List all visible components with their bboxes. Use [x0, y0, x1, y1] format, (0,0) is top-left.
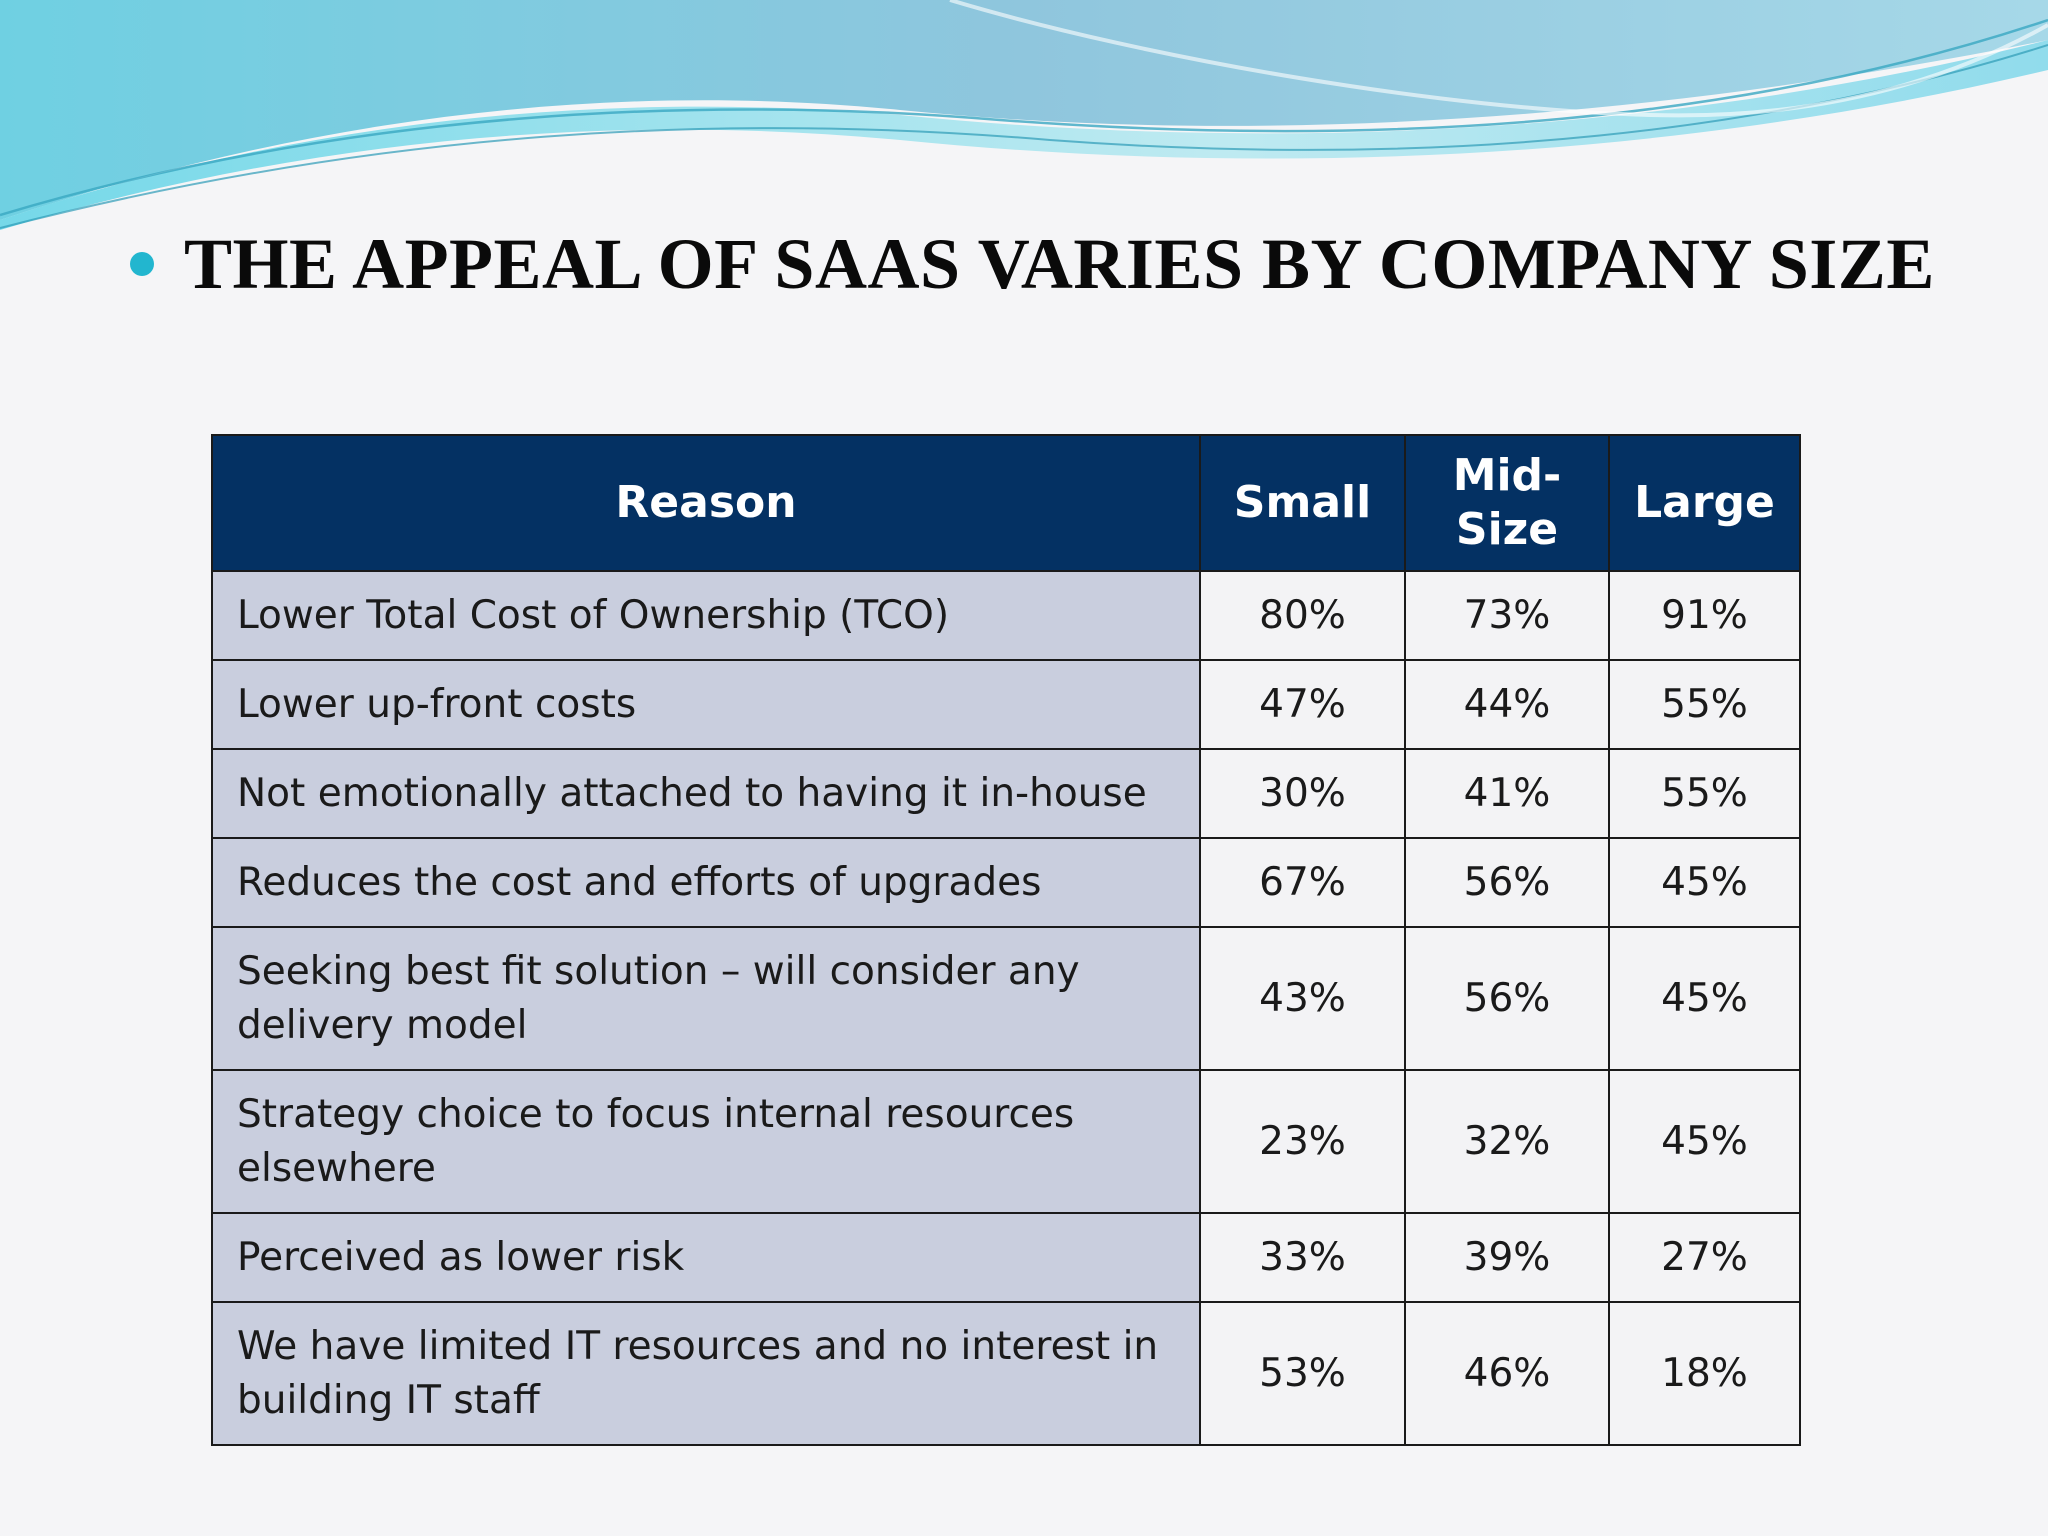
reason-cell: Reduces the cost and efforts of upgrades	[211, 837, 1201, 928]
small-value-cell: 43%	[1199, 926, 1406, 1071]
small-value-cell: 47%	[1199, 659, 1406, 750]
large-value-cell: 91%	[1608, 570, 1801, 661]
small-value-cell: 30%	[1199, 748, 1406, 839]
table-row: Perceived as lower risk 33% 39% 27%	[211, 1212, 1801, 1303]
large-value-cell: 55%	[1608, 748, 1801, 839]
small-value-cell: 80%	[1199, 570, 1406, 661]
table-row: Seeking best fit solution – will conside…	[211, 926, 1801, 1071]
table-row: Lower up-front costs 47% 44% 55%	[211, 659, 1801, 750]
saas-appeal-table: Reason Small Mid-Size Large Lower Total …	[211, 434, 1801, 1446]
slide-title: THE APPEAL OF SAAS VARIES BY COMPANY SIZ…	[184, 224, 1935, 304]
header-reason: Reason	[211, 434, 1201, 572]
mid-size-value-cell: 46%	[1404, 1301, 1610, 1446]
small-value-cell: 33%	[1199, 1212, 1406, 1303]
mid-size-value-cell: 32%	[1404, 1069, 1610, 1214]
table-row: We have limited IT resources and no inte…	[211, 1301, 1801, 1446]
table-row: Not emotionally attached to having it in…	[211, 748, 1801, 839]
mid-size-value-cell: 56%	[1404, 837, 1610, 928]
large-value-cell: 27%	[1608, 1212, 1801, 1303]
table-header-row: Reason Small Mid-Size Large	[211, 434, 1801, 572]
reason-cell: Perceived as lower risk	[211, 1212, 1201, 1303]
reason-cell: Not emotionally attached to having it in…	[211, 748, 1201, 839]
mid-size-value-cell: 44%	[1404, 659, 1610, 750]
mid-size-value-cell: 39%	[1404, 1212, 1610, 1303]
reason-cell: We have limited IT resources and no inte…	[211, 1301, 1201, 1446]
small-value-cell: 67%	[1199, 837, 1406, 928]
reason-cell: Strategy choice to focus internal resour…	[211, 1069, 1201, 1214]
small-value-cell: 53%	[1199, 1301, 1406, 1446]
large-value-cell: 45%	[1608, 1069, 1801, 1214]
header-wave-decoration	[0, 0, 2048, 230]
large-value-cell: 45%	[1608, 837, 1801, 928]
table-row: Strategy choice to focus internal resour…	[211, 1069, 1801, 1214]
large-value-cell: 55%	[1608, 659, 1801, 750]
table-row: Reduces the cost and efforts of upgrades…	[211, 837, 1801, 928]
small-value-cell: 23%	[1199, 1069, 1406, 1214]
reason-cell: Lower Total Cost of Ownership (TCO)	[211, 570, 1201, 661]
reason-cell: Lower up-front costs	[211, 659, 1201, 750]
mid-size-value-cell: 56%	[1404, 926, 1610, 1071]
large-value-cell: 45%	[1608, 926, 1801, 1071]
mid-size-value-cell: 41%	[1404, 748, 1610, 839]
mid-size-value-cell: 73%	[1404, 570, 1610, 661]
header-mid-size-label: Mid-Size	[1452, 450, 1562, 555]
header-large: Large	[1608, 434, 1801, 572]
bullet-icon	[130, 252, 154, 276]
header-mid-size: Mid-Size	[1404, 434, 1610, 572]
table-row: Lower Total Cost of Ownership (TCO) 80% …	[211, 570, 1801, 661]
reason-cell: Seeking best fit solution – will conside…	[211, 926, 1201, 1071]
title-row: THE APPEAL OF SAAS VARIES BY COMPANY SIZ…	[130, 228, 1935, 300]
header-small: Small	[1199, 434, 1406, 572]
large-value-cell: 18%	[1608, 1301, 1801, 1446]
